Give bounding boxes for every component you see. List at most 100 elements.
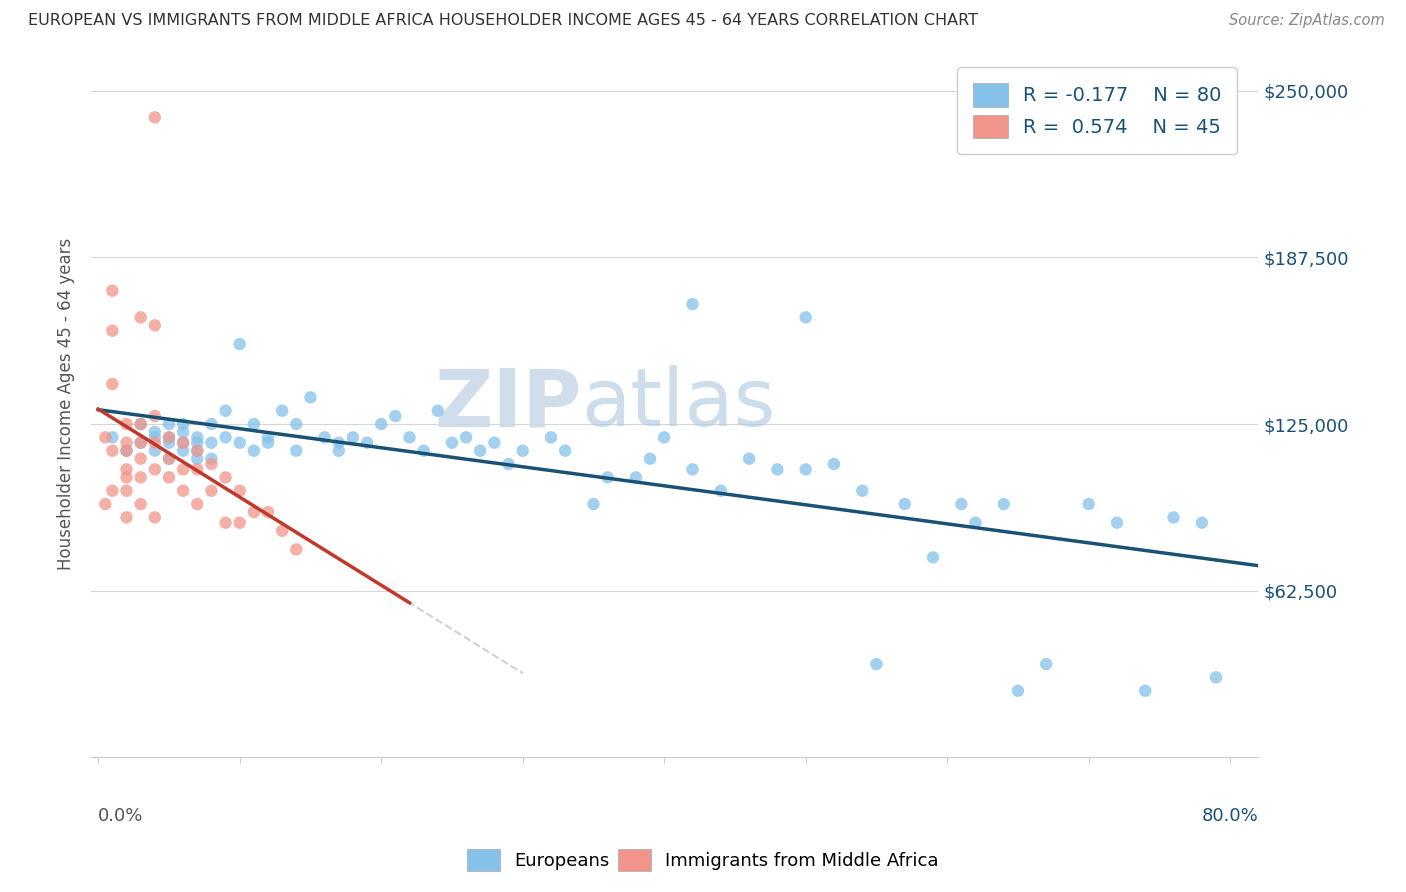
- Point: [1135, 683, 1157, 698]
- Point: [314, 430, 336, 444]
- Point: [596, 470, 619, 484]
- Point: [172, 435, 194, 450]
- Point: [157, 430, 180, 444]
- Point: [285, 542, 308, 557]
- Point: [172, 443, 194, 458]
- Point: [865, 657, 887, 671]
- Point: [129, 435, 152, 450]
- Point: [285, 443, 308, 458]
- Point: [186, 497, 208, 511]
- Point: [398, 430, 420, 444]
- Point: [652, 430, 675, 444]
- Point: [682, 462, 704, 476]
- Point: [243, 417, 266, 431]
- Point: [143, 443, 166, 458]
- Point: [271, 403, 294, 417]
- Point: [129, 470, 152, 484]
- Point: [950, 497, 973, 511]
- Point: [172, 462, 194, 476]
- Point: [412, 443, 434, 458]
- Point: [157, 451, 180, 466]
- Point: [101, 483, 124, 498]
- Point: [257, 505, 280, 519]
- Point: [582, 497, 605, 511]
- Point: [328, 435, 350, 450]
- Point: [186, 443, 208, 458]
- Point: [172, 417, 194, 431]
- Point: [186, 430, 208, 444]
- Point: [214, 516, 236, 530]
- Point: [186, 462, 208, 476]
- Point: [94, 430, 117, 444]
- Point: [143, 111, 166, 125]
- Point: [115, 510, 138, 524]
- Point: [129, 451, 152, 466]
- Point: [143, 425, 166, 439]
- Point: [157, 417, 180, 431]
- Text: Source: ZipAtlas.com: Source: ZipAtlas.com: [1229, 13, 1385, 29]
- Point: [115, 462, 138, 476]
- Point: [172, 425, 194, 439]
- Point: [129, 435, 152, 450]
- Point: [200, 451, 222, 466]
- Point: [1163, 510, 1185, 524]
- Point: [794, 310, 817, 325]
- Point: [384, 409, 406, 423]
- Point: [157, 451, 180, 466]
- Point: [965, 516, 987, 530]
- Point: [186, 443, 208, 458]
- Point: [143, 318, 166, 333]
- Point: [243, 505, 266, 519]
- Point: [682, 297, 704, 311]
- Point: [299, 390, 322, 404]
- Point: [851, 483, 873, 498]
- Point: [143, 409, 166, 423]
- Point: [129, 417, 152, 431]
- Point: [738, 451, 761, 466]
- Point: [228, 337, 250, 351]
- Point: [512, 443, 534, 458]
- Legend: Europeans, Immigrants from Middle Africa: Europeans, Immigrants from Middle Africa: [460, 842, 946, 879]
- Point: [214, 403, 236, 417]
- Point: [484, 435, 506, 450]
- Point: [157, 435, 180, 450]
- Point: [1007, 683, 1029, 698]
- Point: [214, 470, 236, 484]
- Point: [228, 483, 250, 498]
- Point: [342, 430, 364, 444]
- Point: [624, 470, 647, 484]
- Point: [186, 435, 208, 450]
- Point: [200, 457, 222, 471]
- Point: [186, 451, 208, 466]
- Point: [243, 443, 266, 458]
- Point: [440, 435, 463, 450]
- Point: [638, 451, 661, 466]
- Point: [794, 462, 817, 476]
- Point: [470, 443, 492, 458]
- Point: [993, 497, 1015, 511]
- Point: [228, 516, 250, 530]
- Point: [157, 430, 180, 444]
- Point: [823, 457, 845, 471]
- Point: [257, 430, 280, 444]
- Point: [356, 435, 378, 450]
- Point: [257, 435, 280, 450]
- Point: [554, 443, 576, 458]
- Point: [101, 284, 124, 298]
- Point: [540, 430, 562, 444]
- Point: [200, 435, 222, 450]
- Point: [129, 497, 152, 511]
- Text: atlas: atlas: [582, 365, 776, 443]
- Point: [1205, 670, 1227, 684]
- Point: [129, 310, 152, 325]
- Point: [101, 324, 124, 338]
- Point: [115, 443, 138, 458]
- Point: [101, 430, 124, 444]
- Point: [129, 417, 152, 431]
- Point: [893, 497, 915, 511]
- Point: [94, 497, 117, 511]
- Point: [228, 435, 250, 450]
- Legend: R = -0.177    N = 80, R =  0.574    N = 45: R = -0.177 N = 80, R = 0.574 N = 45: [957, 68, 1237, 153]
- Point: [143, 435, 166, 450]
- Point: [766, 462, 789, 476]
